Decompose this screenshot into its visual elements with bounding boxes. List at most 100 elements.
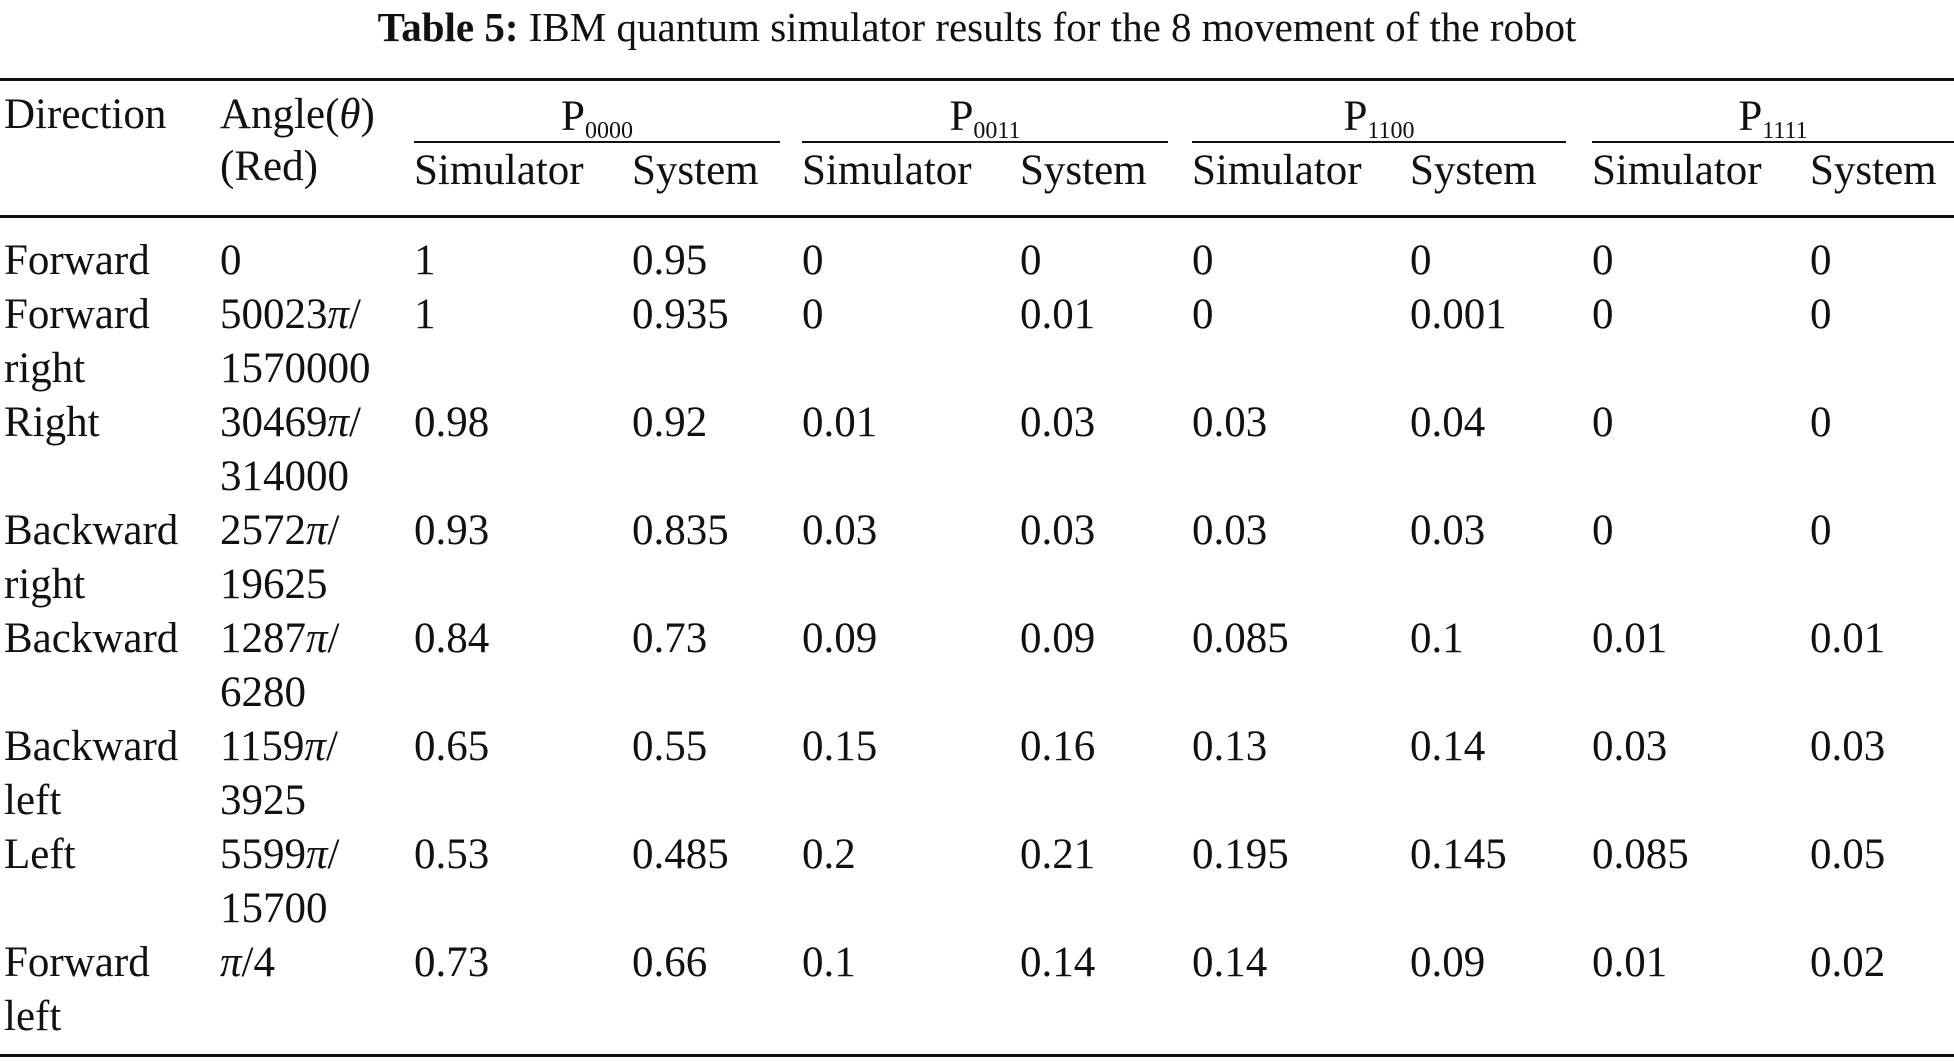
table-caption: Table 5: IBM quantum simulator results f… bbox=[0, 0, 1954, 54]
value-cell: 0 bbox=[1810, 399, 1832, 446]
value-cell: 0.95 bbox=[632, 237, 708, 284]
value-cell: 0.03 bbox=[1020, 399, 1096, 446]
value-cell: 0.485 bbox=[632, 831, 729, 878]
value-cell: 0 bbox=[1592, 291, 1614, 338]
value-cell: 0.09 bbox=[802, 615, 878, 662]
value-cell: 0.01 bbox=[1592, 615, 1668, 662]
value-cell: 0 bbox=[802, 291, 824, 338]
value-cell: 0 bbox=[802, 237, 824, 284]
angle-cell: 50023π/ bbox=[220, 291, 361, 338]
angle-cell: 0 bbox=[220, 237, 242, 284]
value-cell: 0.195 bbox=[1192, 831, 1289, 878]
value-cell: 0.14 bbox=[1192, 939, 1268, 986]
angle-cell: 5599π/ bbox=[220, 831, 340, 878]
value-cell: 0.53 bbox=[414, 831, 490, 878]
value-cell: 0.16 bbox=[1020, 723, 1096, 770]
value-cell: 0.001 bbox=[1410, 291, 1507, 338]
value-cell: 0.66 bbox=[632, 939, 708, 986]
subheader-system: System bbox=[1020, 147, 1147, 194]
value-cell: 0.55 bbox=[632, 723, 708, 770]
value-cell: 0 bbox=[1810, 507, 1832, 554]
value-cell: 1 bbox=[414, 237, 436, 284]
direction-cell: Forward bbox=[4, 237, 150, 284]
value-cell: 0.13 bbox=[1192, 723, 1268, 770]
angle-cell: 2572π/ bbox=[220, 507, 340, 554]
direction-cell: Backward bbox=[4, 507, 179, 554]
subheader-system: System bbox=[632, 147, 759, 194]
angle-cell-denominator: 19625 bbox=[220, 561, 328, 608]
top-rule bbox=[0, 78, 1954, 81]
direction-cell: Forward bbox=[4, 939, 150, 986]
group-header-p1100: P1100 bbox=[1343, 93, 1415, 144]
value-cell: 0.14 bbox=[1410, 723, 1486, 770]
subheader-simulator: Simulator bbox=[1192, 147, 1362, 194]
subheader-simulator: Simulator bbox=[1592, 147, 1762, 194]
value-cell: 0.09 bbox=[1410, 939, 1486, 986]
group-rule-p1111 bbox=[1592, 141, 1954, 143]
angle-cell-denominator: 15700 bbox=[220, 885, 328, 932]
value-cell: 0.84 bbox=[414, 615, 490, 662]
value-cell: 0.02 bbox=[1810, 939, 1886, 986]
value-cell: 0.2 bbox=[802, 831, 856, 878]
header-angle-unit: (Red) bbox=[220, 143, 318, 190]
bottom-rule bbox=[0, 1054, 1954, 1057]
value-cell: 0 bbox=[1192, 237, 1214, 284]
value-cell: 0 bbox=[1020, 237, 1042, 284]
value-cell: 0.14 bbox=[1020, 939, 1096, 986]
direction-cell-cont: right bbox=[4, 561, 86, 608]
direction-cell: Forward bbox=[4, 291, 150, 338]
value-cell: 0 bbox=[1410, 237, 1432, 284]
value-cell: 0.03 bbox=[1020, 507, 1096, 554]
value-cell: 0.09 bbox=[1020, 615, 1096, 662]
value-cell: 0.03 bbox=[1192, 507, 1268, 554]
header-angle: Angle(θ) bbox=[220, 91, 375, 138]
direction-cell-cont: left bbox=[4, 993, 62, 1040]
subheader-simulator: Simulator bbox=[802, 147, 972, 194]
value-cell: 0.085 bbox=[1592, 831, 1689, 878]
value-cell: 0 bbox=[1592, 237, 1614, 284]
header-direction: Direction bbox=[4, 91, 167, 138]
value-cell: 0.04 bbox=[1410, 399, 1486, 446]
direction-cell: Left bbox=[4, 831, 76, 878]
angle-cell-denominator: 314000 bbox=[220, 453, 349, 500]
value-cell: 0.92 bbox=[632, 399, 708, 446]
value-cell: 0.835 bbox=[632, 507, 729, 554]
value-cell: 0.05 bbox=[1810, 831, 1886, 878]
caption-label: Table 5: bbox=[377, 4, 519, 50]
value-cell: 0.65 bbox=[414, 723, 490, 770]
angle-cell: 30469π/ bbox=[220, 399, 361, 446]
angle-cell: 1159π/ bbox=[220, 723, 338, 770]
value-cell: 0 bbox=[1192, 291, 1214, 338]
direction-cell: Backward bbox=[4, 615, 179, 662]
value-cell: 0.1 bbox=[802, 939, 856, 986]
value-cell: 0 bbox=[1592, 507, 1614, 554]
angle-cell: 1287π/ bbox=[220, 615, 340, 662]
caption-text: IBM quantum simulator results for the 8 … bbox=[528, 4, 1577, 50]
value-cell: 0.935 bbox=[632, 291, 729, 338]
value-cell: 0.98 bbox=[414, 399, 490, 446]
value-cell: 1 bbox=[414, 291, 436, 338]
value-cell: 0.03 bbox=[1592, 723, 1668, 770]
angle-cell-denominator: 1570000 bbox=[220, 345, 371, 392]
value-cell: 0.03 bbox=[1192, 399, 1268, 446]
group-rule-p0000 bbox=[414, 141, 780, 143]
angle-cell-denominator: 6280 bbox=[220, 669, 306, 716]
value-cell: 0.01 bbox=[1592, 939, 1668, 986]
direction-cell: Right bbox=[4, 399, 100, 446]
value-cell: 0 bbox=[1810, 237, 1832, 284]
direction-cell: Backward bbox=[4, 723, 179, 770]
group-header-p1111: P1111 bbox=[1738, 93, 1808, 144]
direction-cell-cont: left bbox=[4, 777, 62, 824]
value-cell: 0.01 bbox=[1020, 291, 1096, 338]
value-cell: 0.03 bbox=[802, 507, 878, 554]
group-header-p0011: P0011 bbox=[949, 93, 1021, 144]
header-rule bbox=[0, 215, 1954, 218]
value-cell: 0.03 bbox=[1810, 723, 1886, 770]
value-cell: 0.01 bbox=[1810, 615, 1886, 662]
value-cell: 0.085 bbox=[1192, 615, 1289, 662]
value-cell: 0.93 bbox=[414, 507, 490, 554]
value-cell: 0 bbox=[1810, 291, 1832, 338]
group-rule-p1100 bbox=[1192, 141, 1566, 143]
angle-cell-denominator: 3925 bbox=[220, 777, 306, 824]
value-cell: 0.73 bbox=[632, 615, 708, 662]
